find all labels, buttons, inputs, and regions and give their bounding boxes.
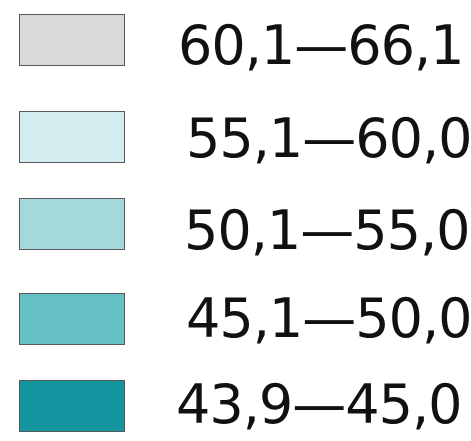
legend-swatch — [19, 293, 125, 345]
legend-item-label: 60,1—66,1 — [178, 14, 464, 77]
legend-item: 50,1—55,0 — [0, 195, 471, 267]
legend-item-label: 43,9—45,0 — [176, 373, 462, 436]
legend-item: 43,9—45,0 — [0, 369, 471, 441]
legend-item: 60,1—66,1 — [0, 10, 471, 82]
legend-item-label: 55,1—60,0 — [186, 107, 471, 170]
legend-swatch — [19, 14, 125, 66]
legend-item-label: 50,1—55,0 — [184, 199, 470, 262]
legend-swatch — [19, 111, 125, 163]
legend-swatch — [19, 198, 125, 250]
legend-item: 55,1—60,0 — [0, 103, 471, 175]
legend-item-label: 45,1—50,0 — [186, 287, 471, 350]
legend-swatch — [19, 380, 125, 432]
legend-item: 45,1—50,0 — [0, 283, 471, 355]
